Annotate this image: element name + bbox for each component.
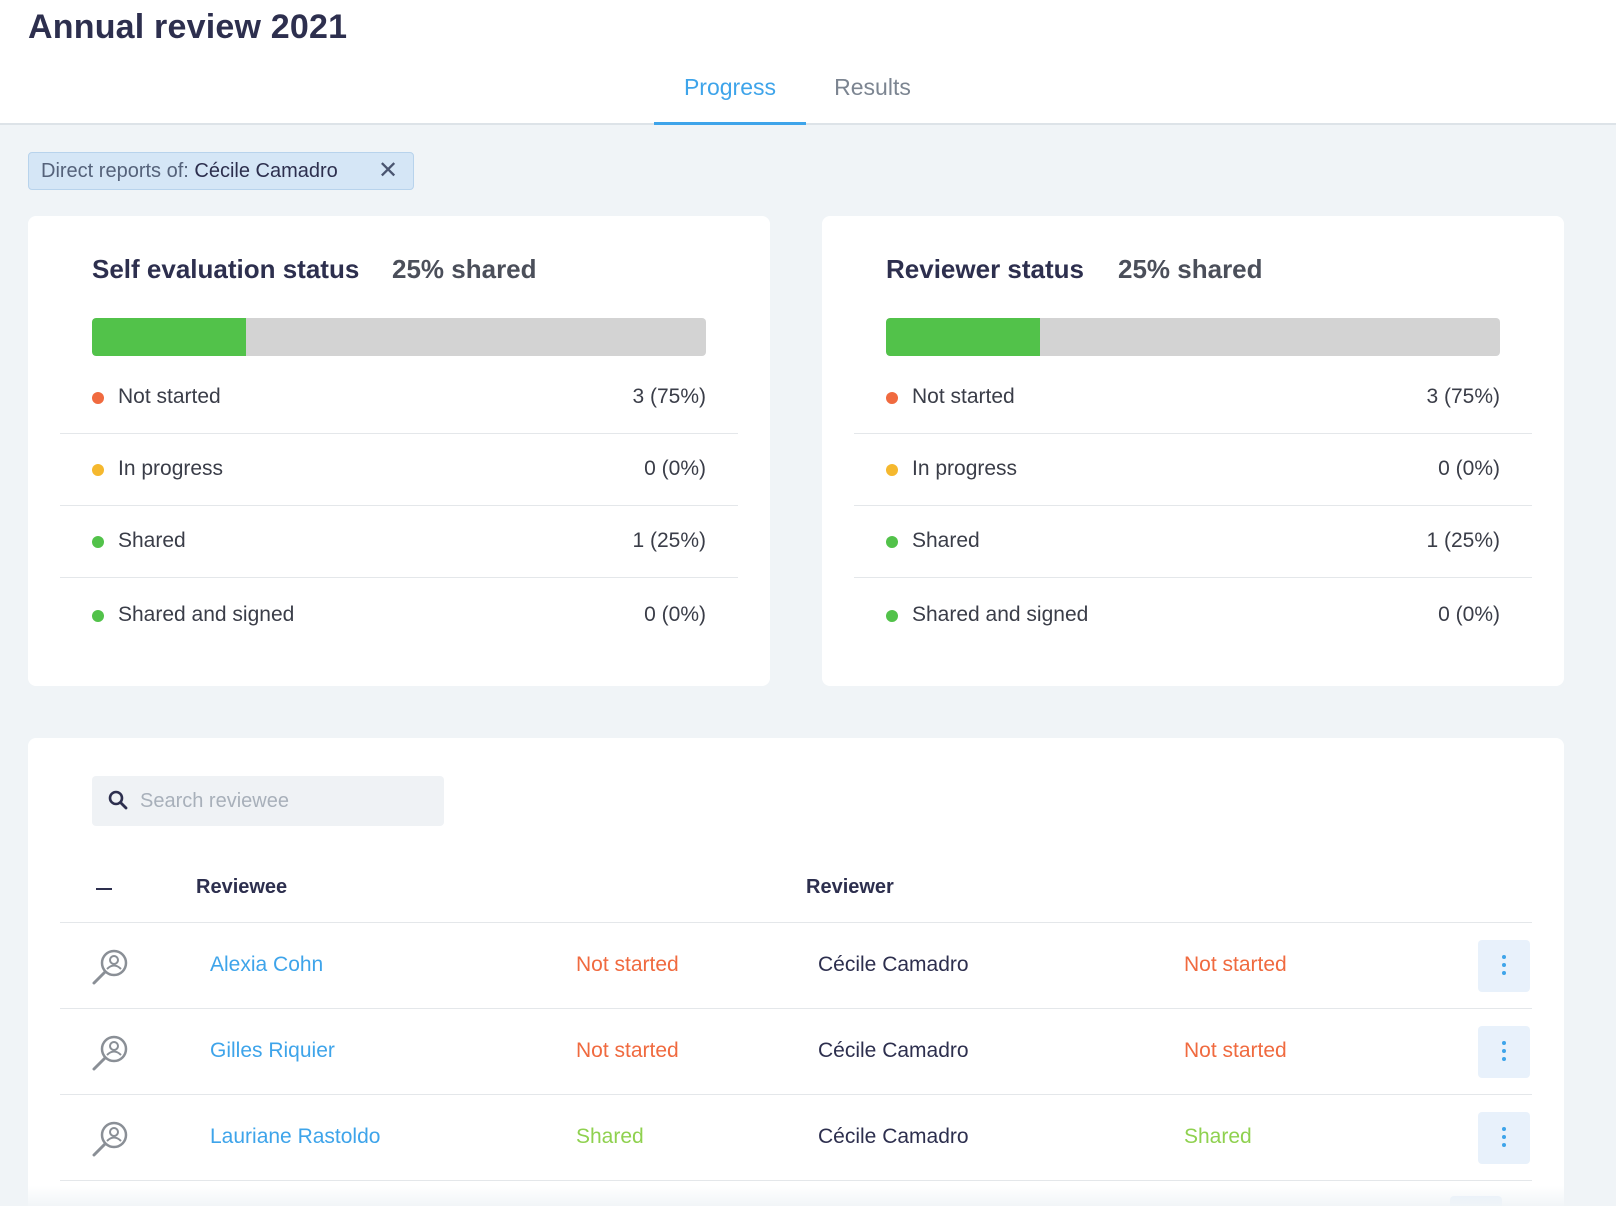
status-row: Shared and signed 0 (0%): [60, 580, 738, 652]
status-value: 3 (75%): [632, 385, 706, 408]
status-value: 0 (0%): [644, 457, 706, 480]
status-value: 0 (0%): [644, 603, 706, 626]
top-bar: Annual review 2021 Progress Results: [0, 0, 1616, 125]
status-label: In progress: [118, 457, 224, 480]
user-search-icon[interactable]: [90, 1117, 132, 1159]
status-row: Not started 3 (75%): [60, 362, 738, 434]
status-row: Not started 3 (75%): [854, 362, 1532, 434]
user-search-icon[interactable]: [90, 1031, 132, 1073]
table-row: Lauriane Rastoldo Shared Cécile Camadro …: [60, 1095, 1532, 1181]
reviewer-status: Shared: [1184, 1125, 1252, 1148]
reviewer-name: Cécile Camadro: [818, 1039, 969, 1062]
progress-bar-fill: [92, 318, 246, 356]
self-evaluation-card: Self evaluation status 25% shared Not st…: [28, 216, 770, 686]
status-label: Not started: [118, 385, 221, 408]
self-evaluation-status: Shared: [576, 1125, 644, 1148]
status-label: Not started: [912, 385, 1015, 408]
status-row: Shared 1 (25%): [60, 506, 738, 578]
user-search-icon[interactable]: [90, 945, 132, 987]
filter-chip: Direct reports of: Cécile Camadro ✕: [28, 152, 414, 190]
shared-summary: 25% shared: [1118, 254, 1263, 284]
self-evaluation-status: Not started: [576, 953, 679, 976]
status-row: Shared and signed 0 (0%): [854, 580, 1532, 652]
status-dot-icon: [886, 610, 898, 622]
more-options-icon[interactable]: [1478, 1112, 1530, 1164]
card-title: Self evaluation status: [92, 254, 360, 284]
status-label: Shared: [912, 529, 980, 552]
more-options-icon[interactable]: [1478, 940, 1530, 992]
status-value: 1 (25%): [632, 529, 706, 552]
reviewer-status: Not started: [1184, 1039, 1287, 1062]
tab-results[interactable]: Results: [834, 74, 911, 100]
self-evaluation-status: Not started: [576, 1039, 679, 1062]
header-divider: [60, 922, 1532, 923]
filter-value: Cécile Camadro: [194, 160, 338, 182]
card-title: Reviewer status: [886, 254, 1084, 284]
reviewer-name: Cécile Camadro: [818, 953, 969, 976]
table-row: Alexia Cohn Not started Cécile Camadro N…: [60, 923, 1532, 1009]
status-dot-icon: [92, 610, 104, 622]
search-box: [92, 776, 444, 826]
filter-label: Direct reports of:: [41, 160, 195, 182]
reviewer-status-card: Reviewer status 25% shared Not started 3…: [822, 216, 1564, 686]
status-dot-icon: [92, 464, 104, 476]
page-title: Annual review 2021: [28, 8, 348, 46]
shared-summary: 25% shared: [392, 254, 537, 284]
status-dot-icon: [92, 392, 104, 404]
status-label: Shared and signed: [118, 603, 295, 626]
status-row: In progress 0 (0%): [854, 434, 1532, 506]
reviewer-name: Cécile Camadro: [818, 1125, 969, 1148]
status-value: 0 (0%): [1438, 603, 1500, 626]
search-input[interactable]: [140, 776, 430, 826]
status-row: Shared 1 (25%): [854, 506, 1532, 578]
close-icon[interactable]: ✕: [377, 157, 399, 184]
reviewer-status: Not started: [1184, 953, 1287, 976]
reviewee-name-link[interactable]: Gilles Riquier: [210, 1039, 335, 1062]
status-value: 0 (0%): [1438, 457, 1500, 480]
status-label: Shared and signed: [912, 603, 1089, 626]
progress-bar: [92, 318, 706, 356]
status-dot-icon: [886, 536, 898, 548]
column-header-reviewer: Reviewer: [806, 876, 894, 898]
more-options-icon[interactable]: [1478, 1026, 1530, 1078]
status-value: 3 (75%): [1426, 385, 1500, 408]
reviewee-name-link[interactable]: Lauriane Rastoldo: [210, 1125, 381, 1148]
progress-bar-fill: [886, 318, 1040, 356]
table-row: Gilles Riquier Not started Cécile Camadr…: [60, 1009, 1532, 1095]
collapse-all-toggle[interactable]: [96, 888, 112, 890]
status-dot-icon: [886, 464, 898, 476]
progress-bar: [886, 318, 1500, 356]
tab-progress[interactable]: Progress: [683, 74, 777, 100]
status-value: 1 (25%): [1426, 529, 1500, 552]
status-label: In progress: [912, 457, 1018, 480]
status-label: Shared: [118, 529, 186, 552]
reviewee-name-link[interactable]: Alexia Cohn: [210, 953, 324, 976]
active-tab-indicator: [654, 122, 806, 125]
status-dot-icon: [92, 536, 104, 548]
status-row: In progress 0 (0%): [60, 434, 738, 506]
scroll-fade: [0, 1186, 1616, 1206]
column-header-reviewee: Reviewee: [196, 876, 288, 898]
search-icon: [108, 790, 128, 810]
status-dot-icon: [886, 392, 898, 404]
reviewee-table-card: Reviewee Reviewer Alexia Cohn Not starte…: [28, 738, 1564, 1206]
